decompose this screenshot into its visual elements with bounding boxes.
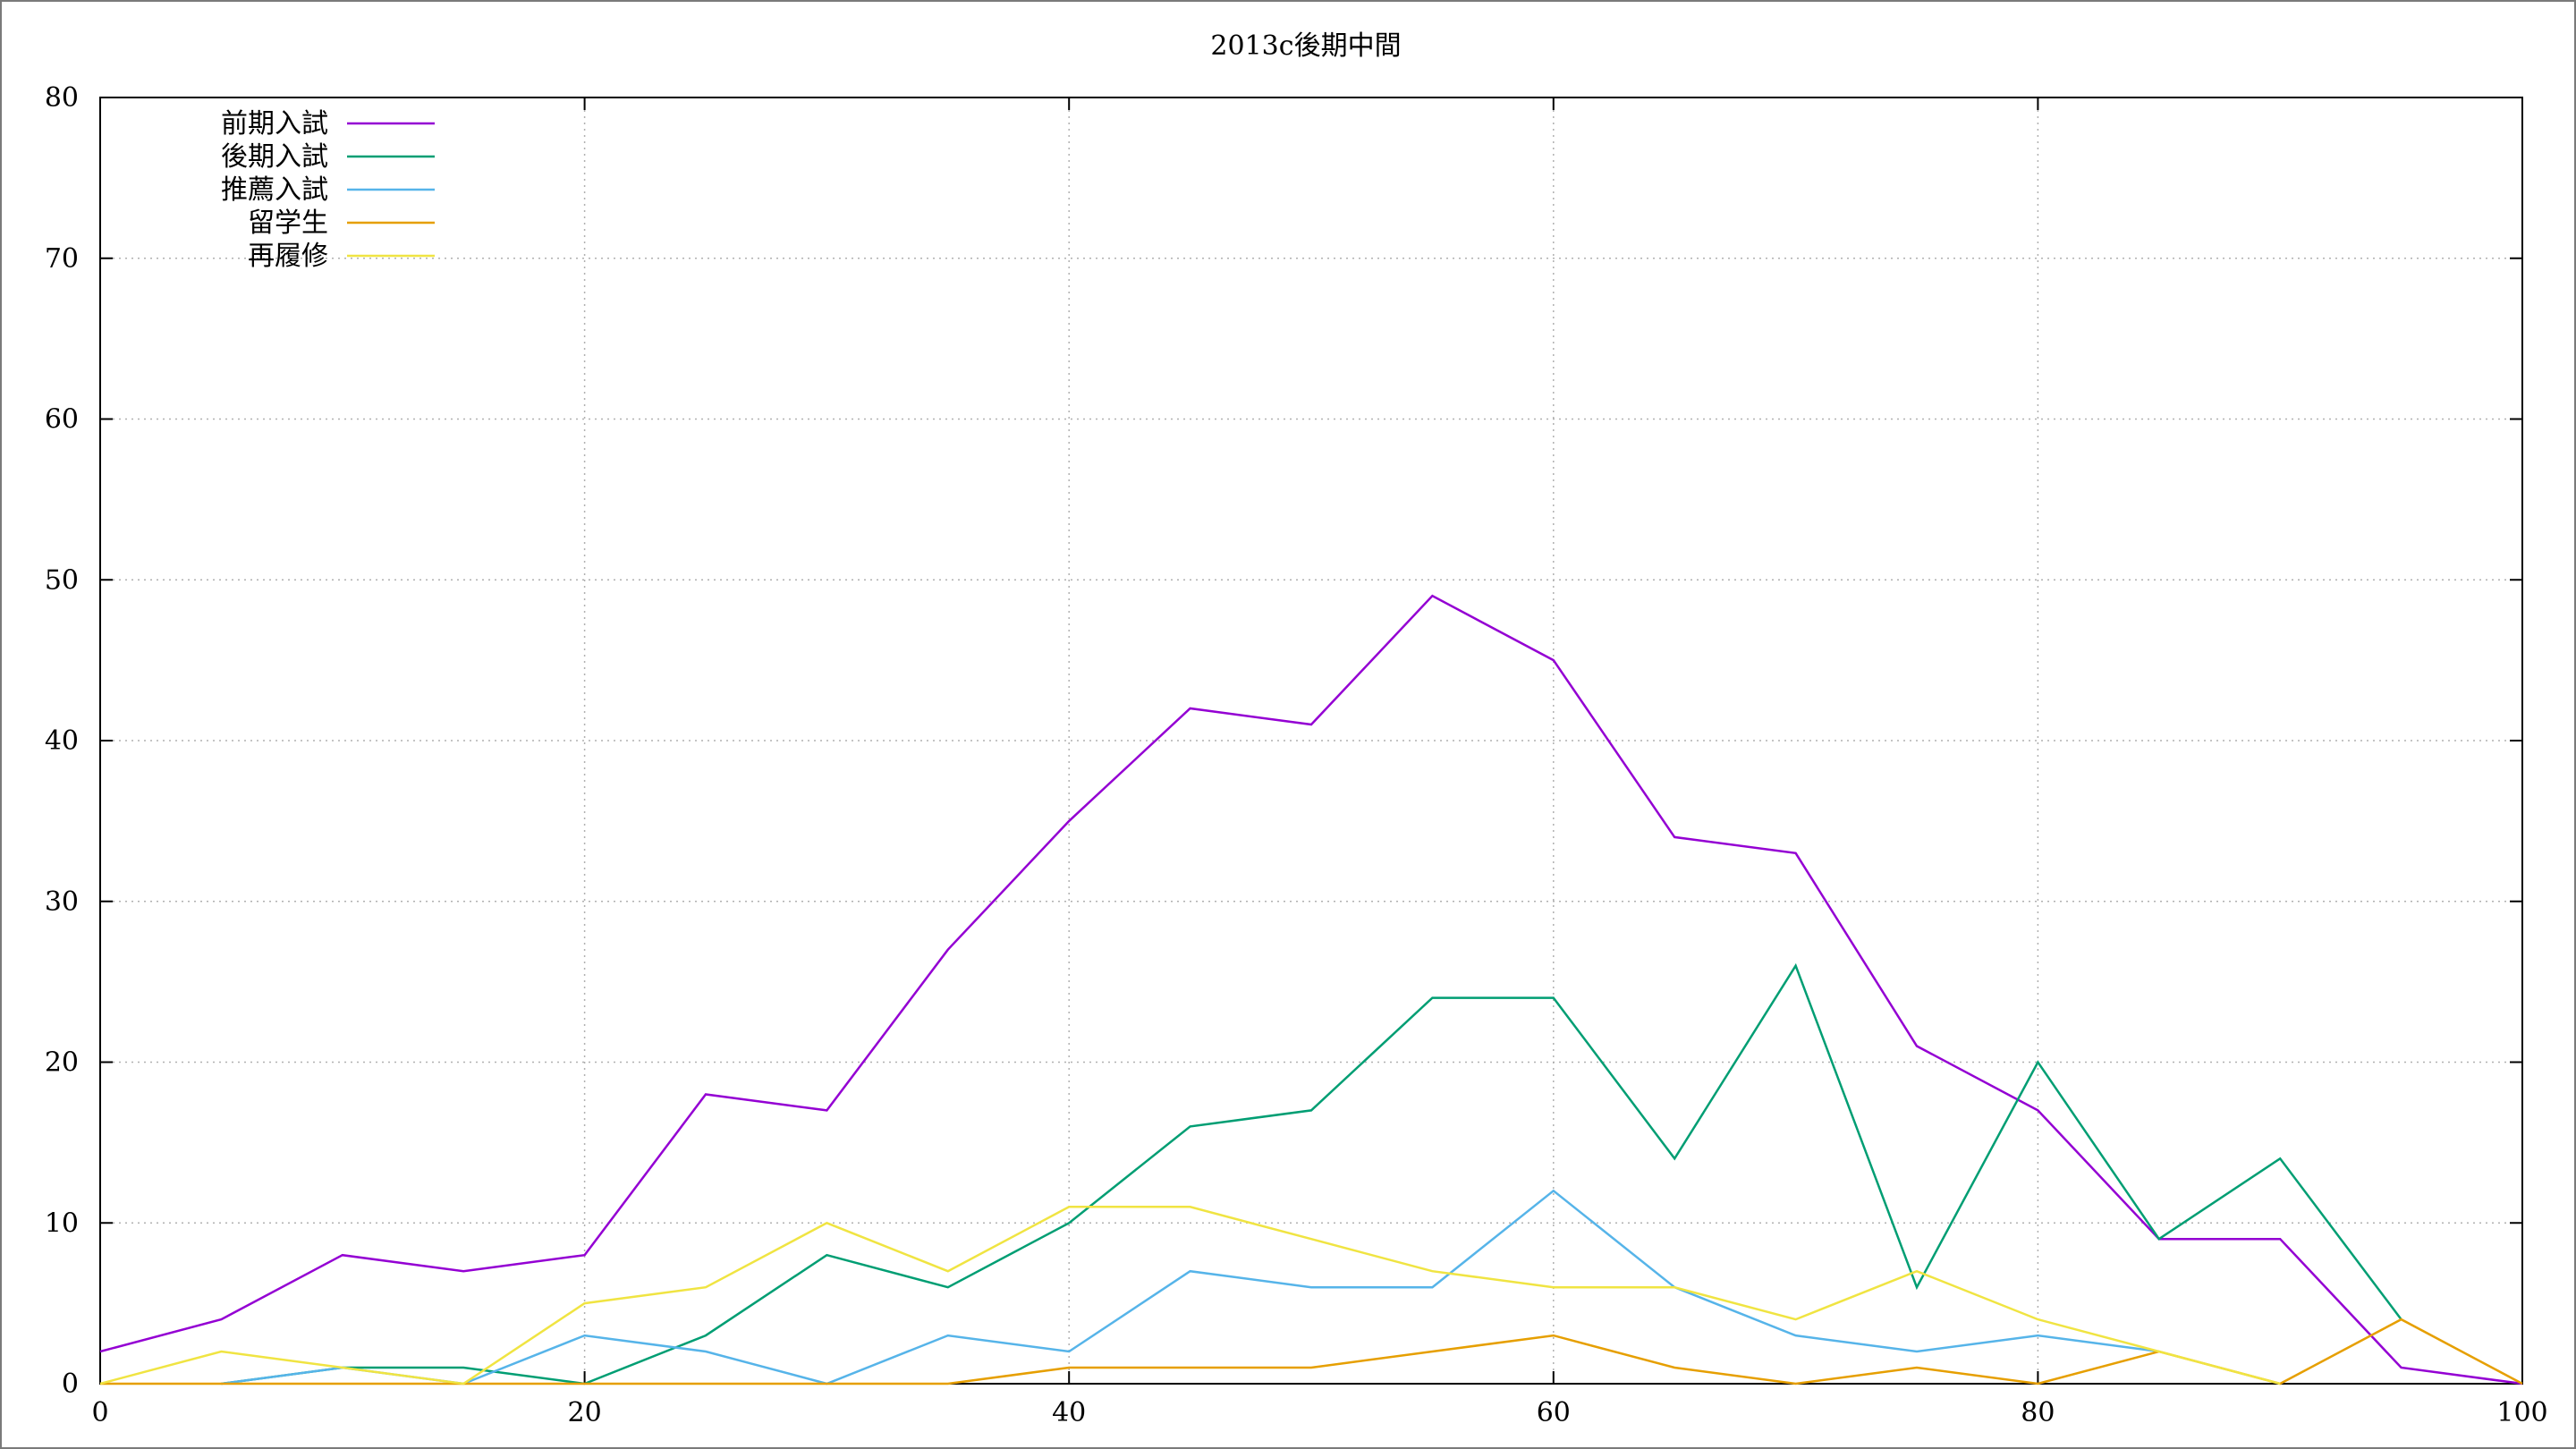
x-tick-label: 0 [91,1397,108,1428]
x-tick-label: 100 [2496,1397,2547,1428]
grid-lines [100,97,2522,1384]
series-line-2 [221,962,2402,1385]
x-tick-label: 80 [2021,1397,2055,1428]
x-tick-label: 20 [568,1397,602,1428]
x-tick-label: 60 [1537,1397,1571,1428]
series-line-3 [221,1189,2159,1385]
y-tick-label: 30 [45,886,79,918]
legend-label: 再履修 [248,241,328,272]
series-line-4 [100,1318,2523,1385]
y-tick-label: 10 [45,1208,79,1239]
y-tick-label: 20 [45,1047,79,1079]
legend-label: 後期入試 [221,141,328,173]
y-tick-label: 70 [45,243,79,275]
y-tick-label: 50 [45,564,79,596]
series-layer [99,594,2523,1385]
x-tick-label: 40 [1052,1397,1086,1428]
legend-label: 留学生 [248,208,328,239]
chart-title: 2013c後期中間 [1210,30,1401,62]
y-tick-label: 40 [45,725,79,757]
axis-ticks: 0 20 40 60 80 100 0 10 20 30 40 50 60 70 80 [45,82,2548,1428]
legend-label: 前期入試 [221,108,328,140]
series-line-5 [99,1206,2281,1385]
legend-label: 推薦入試 [221,174,328,206]
y-tick-label: 80 [45,82,79,114]
y-tick-label: 60 [45,404,79,436]
series-line-1 [99,594,2523,1385]
y-tick-label: 0 [62,1368,79,1400]
